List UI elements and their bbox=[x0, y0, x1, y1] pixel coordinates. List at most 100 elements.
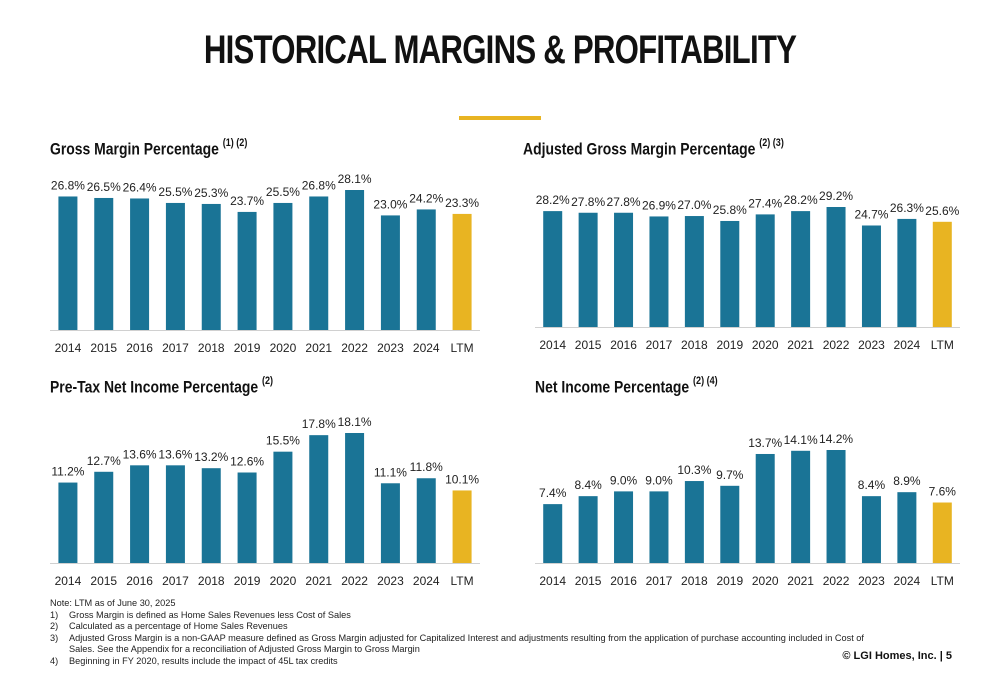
footnote-item: 4) Beginning in FY 2020, results include… bbox=[50, 656, 950, 668]
x-tick-label: 2024 bbox=[413, 341, 440, 355]
data-label: 23.7% bbox=[230, 194, 264, 208]
bar-ltm bbox=[452, 213, 472, 330]
x-tick-label: 2021 bbox=[305, 341, 332, 355]
bar-2018 bbox=[684, 216, 704, 327]
data-label: 27.8% bbox=[607, 195, 641, 209]
bar-2024 bbox=[897, 492, 917, 563]
data-label: 23.3% bbox=[445, 196, 479, 210]
bar-2024 bbox=[416, 209, 436, 330]
footnote-item: 2) Calculated as a percentage of Home Sa… bbox=[50, 621, 950, 633]
data-label: 9.0% bbox=[645, 473, 673, 487]
x-tick-label: 2024 bbox=[413, 574, 440, 588]
x-tick-label: 2023 bbox=[858, 338, 885, 352]
footnote-text: Calculated as a percentage of Home Sales… bbox=[69, 621, 288, 632]
bar-ltm bbox=[452, 490, 472, 563]
bar-2022 bbox=[345, 190, 365, 330]
bar-2014 bbox=[58, 482, 78, 563]
x-tick-label: 2022 bbox=[341, 341, 368, 355]
pretax-net-income-chart: 11.2% 2014 12.7% 2015 13.6% 2016 13.6% 2017 13.2… bbox=[50, 415, 480, 588]
footnote-item: 3) Adjusted Gross Margin is a non-GAAP m… bbox=[50, 633, 950, 656]
footnote-text: Gross Margin is defined as Home Sales Re… bbox=[69, 609, 351, 620]
bar-2016 bbox=[614, 212, 634, 327]
bar-2022 bbox=[826, 450, 846, 563]
chart-title-adjusted-gross-margin: Adjusted Gross Margin Percentage (2) (3) bbox=[523, 137, 784, 160]
data-label: 25.5% bbox=[158, 185, 192, 199]
bar-2017 bbox=[165, 465, 185, 563]
data-label: 26.5% bbox=[87, 180, 121, 194]
bar-2020 bbox=[273, 202, 293, 330]
data-label: 25.6% bbox=[925, 204, 959, 218]
x-tick-label: 2015 bbox=[575, 338, 602, 352]
data-label: 26.3% bbox=[890, 201, 924, 215]
data-label: 27.4% bbox=[748, 196, 782, 210]
bar-2020 bbox=[755, 453, 775, 563]
footnote-text: Beginning in FY 2020, results include th… bbox=[69, 655, 338, 666]
x-tick-label: 2014 bbox=[55, 341, 82, 355]
footnote-item: 1) Gross Margin is defined as Home Sales… bbox=[50, 610, 950, 622]
chart-title-footnote-ref: (2) (4) bbox=[693, 375, 718, 387]
x-tick-label: 2017 bbox=[646, 338, 673, 352]
x-tick-label: 2020 bbox=[752, 338, 779, 352]
footnote-number: 3) bbox=[50, 632, 59, 643]
x-tick-label: 2017 bbox=[162, 574, 189, 588]
x-tick-label: 2014 bbox=[55, 574, 82, 588]
bar-2015 bbox=[94, 471, 114, 563]
chart-title-text: Gross Margin Percentage bbox=[50, 139, 219, 159]
data-label: 11.2% bbox=[51, 465, 84, 479]
bar-2014 bbox=[543, 211, 563, 327]
chart-title-footnote-ref: (2) (3) bbox=[759, 137, 784, 149]
footnote-text: Adjusted Gross Margin is a non-GAAP meas… bbox=[69, 632, 864, 655]
bar-2019 bbox=[237, 211, 257, 330]
data-label: 23.0% bbox=[373, 197, 407, 211]
bar-2015 bbox=[578, 212, 598, 327]
bar-2015 bbox=[578, 496, 598, 563]
bar-2020 bbox=[273, 451, 293, 563]
data-label: 25.5% bbox=[266, 185, 300, 199]
bar-2022 bbox=[345, 433, 365, 563]
footnote-header: Note: LTM as of June 30, 2025 bbox=[50, 598, 176, 608]
data-label: 9.7% bbox=[716, 468, 744, 482]
x-tick-label: LTM bbox=[451, 574, 474, 588]
bar-2021 bbox=[791, 450, 811, 563]
net-income-chart: 7.4% 2014 8.4% 2015 9.0% 2016 9.0% 2017 10.3% 201… bbox=[535, 432, 960, 588]
bar-2021 bbox=[791, 211, 811, 327]
x-tick-label: 2024 bbox=[894, 574, 921, 588]
bar-2018 bbox=[201, 468, 221, 563]
bar-2014 bbox=[543, 504, 563, 563]
footnote-number: 4) bbox=[50, 655, 59, 666]
data-label: 28.2% bbox=[536, 193, 570, 207]
data-label: 14.1% bbox=[784, 433, 818, 447]
x-tick-label: 2021 bbox=[787, 338, 814, 352]
x-tick-label: 2022 bbox=[823, 338, 850, 352]
x-tick-label: 2023 bbox=[377, 574, 404, 588]
data-label: 17.8% bbox=[302, 417, 336, 431]
data-label: 29.2% bbox=[819, 189, 853, 203]
data-label: 11.1% bbox=[374, 465, 407, 479]
bar-2019 bbox=[720, 485, 740, 563]
x-tick-label: 2018 bbox=[681, 574, 708, 588]
x-tick-label: LTM bbox=[451, 341, 474, 355]
data-label: 28.1% bbox=[338, 172, 372, 186]
chart-title-gross-margin: Gross Margin Percentage (1) (2) bbox=[50, 137, 247, 160]
bar-2023 bbox=[861, 225, 881, 327]
x-tick-label: 2019 bbox=[234, 341, 261, 355]
footnote-number: 2) bbox=[50, 621, 59, 632]
data-label: 26.8% bbox=[51, 178, 85, 192]
data-label: 7.4% bbox=[539, 486, 567, 500]
x-tick-label: 2018 bbox=[198, 574, 225, 588]
bar-2016 bbox=[130, 465, 150, 563]
data-label: 24.2% bbox=[409, 191, 443, 205]
data-label: 8.9% bbox=[893, 474, 921, 488]
data-label: 15.5% bbox=[266, 434, 300, 448]
data-label: 8.4% bbox=[858, 478, 886, 492]
bar-2016 bbox=[130, 198, 150, 330]
title-accent-rule bbox=[459, 116, 541, 120]
bar-2024 bbox=[897, 218, 917, 327]
data-label: 26.4% bbox=[123, 180, 157, 194]
data-label: 13.6% bbox=[123, 447, 157, 461]
data-label: 24.7% bbox=[854, 207, 888, 221]
bar-2020 bbox=[755, 214, 775, 327]
x-tick-label: 2014 bbox=[539, 338, 566, 352]
data-label: 12.6% bbox=[230, 455, 264, 469]
data-label: 14.2% bbox=[819, 432, 853, 446]
